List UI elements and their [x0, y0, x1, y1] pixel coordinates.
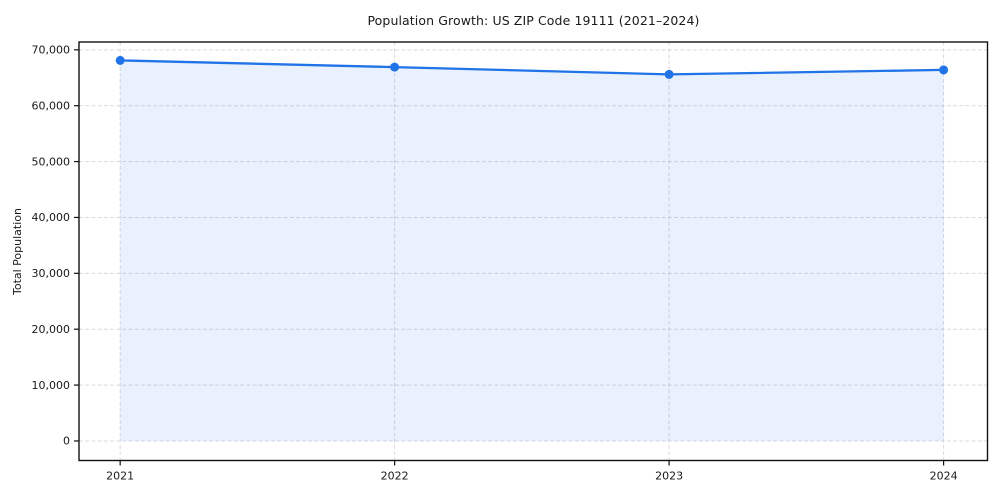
- data-point-marker: [664, 69, 674, 79]
- data-point-marker: [390, 62, 400, 72]
- x-tick-label: 2022: [381, 470, 409, 483]
- x-tick-label: 2024: [930, 470, 958, 483]
- data-point-marker: [939, 65, 949, 75]
- y-tick-label: 50,000: [32, 155, 71, 168]
- plot-border: [78, 41, 989, 462]
- y-tick-label: 10,000: [32, 379, 71, 392]
- y-tick-label: 60,000: [32, 99, 71, 112]
- y-tick-label: 30,000: [32, 267, 71, 280]
- y-axis-label: Total Population: [11, 208, 24, 295]
- x-tick-label: 2021: [106, 470, 134, 483]
- chart-title: Population Growth: US ZIP Code 19111 (20…: [367, 13, 700, 28]
- y-tick-label: 0: [63, 435, 70, 448]
- area-fill: [120, 60, 944, 441]
- x-tick-label: 2023: [655, 470, 683, 483]
- data-line: [119, 59, 945, 76]
- data-point-marker: [115, 55, 125, 65]
- y-tick-label: 70,000: [32, 44, 71, 57]
- y-tick-label: 40,000: [32, 211, 71, 224]
- y-tick-label: 20,000: [32, 323, 71, 336]
